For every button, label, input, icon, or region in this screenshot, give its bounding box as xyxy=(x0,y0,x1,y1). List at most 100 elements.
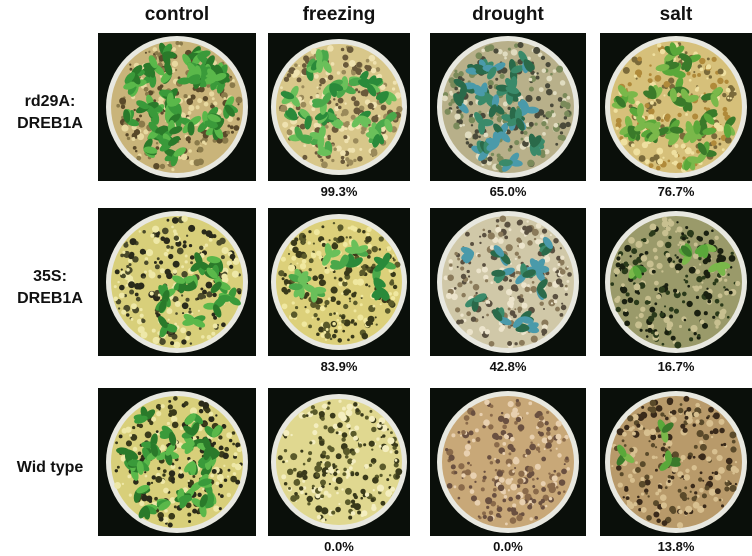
soil-grain xyxy=(561,303,563,305)
soil-grain xyxy=(333,312,336,315)
soil-grain xyxy=(181,271,187,277)
soil-grain xyxy=(336,431,339,434)
soil-grain xyxy=(298,65,300,67)
soil-grain xyxy=(495,469,498,472)
soil-grain xyxy=(137,424,140,427)
soil-grain xyxy=(635,461,638,464)
row-label: DREB1A xyxy=(17,290,83,307)
soil-grain xyxy=(545,83,550,88)
soil-grain xyxy=(386,246,391,251)
soil-grain xyxy=(529,444,536,451)
soil-grain xyxy=(379,236,384,241)
soil-grain xyxy=(325,125,328,128)
soil-grain xyxy=(645,159,650,164)
soil-grain xyxy=(156,411,161,416)
soil-grain xyxy=(211,332,215,336)
soil-grain xyxy=(533,47,540,54)
soil-grain xyxy=(681,460,683,462)
soil-grain xyxy=(138,121,145,128)
soil-grain xyxy=(699,488,704,493)
soil-grain xyxy=(227,493,231,497)
soil-grain xyxy=(509,279,512,282)
soil-grain xyxy=(154,261,157,264)
soil-grain xyxy=(122,251,125,254)
soil-grain xyxy=(300,450,303,453)
soil-grain xyxy=(632,432,636,436)
soil-grain xyxy=(635,321,642,328)
soil-grain xyxy=(674,254,676,256)
soil-grain xyxy=(209,234,214,239)
soil-grain xyxy=(498,231,503,236)
soil-grain xyxy=(542,437,548,443)
soil-grain xyxy=(539,415,544,420)
soil-grain xyxy=(115,269,120,274)
soil-grain xyxy=(337,470,340,473)
soil-grain xyxy=(235,463,242,470)
soil-grain xyxy=(209,91,214,96)
soil-grain xyxy=(705,486,710,491)
soil-grain xyxy=(689,79,692,82)
soil-grain xyxy=(361,514,364,517)
soil-grain xyxy=(159,517,164,522)
soil-grain xyxy=(186,235,188,237)
soil-grain xyxy=(336,312,339,315)
soil-grain xyxy=(507,341,512,346)
soil-grain xyxy=(121,274,126,279)
soil-grain xyxy=(330,413,336,419)
soil-grain xyxy=(655,75,662,82)
soil-grain xyxy=(185,298,189,302)
soil-grain xyxy=(689,267,696,274)
soil-grain xyxy=(189,244,192,247)
soil-grain xyxy=(486,506,489,509)
soil-grain xyxy=(668,446,670,448)
soil-grain xyxy=(487,516,493,522)
soil-grain xyxy=(662,157,664,159)
soil-grain xyxy=(316,332,320,336)
soil-grain xyxy=(546,442,552,448)
soil-grain xyxy=(359,270,365,276)
soil-grain xyxy=(186,98,193,105)
soil-grain xyxy=(489,510,493,514)
soil-grain xyxy=(313,243,315,245)
soil-grain xyxy=(715,488,721,494)
soil-grain xyxy=(526,412,529,415)
soil-grain xyxy=(344,139,348,143)
soil-grain xyxy=(718,293,723,298)
soil-grain xyxy=(230,125,234,129)
soil-grain xyxy=(121,269,123,271)
soil-grain xyxy=(302,321,308,327)
soil-grain xyxy=(460,313,463,316)
soil-grain xyxy=(172,463,174,465)
soil-grain xyxy=(126,268,130,272)
soil-grain xyxy=(668,261,670,263)
soil-grain xyxy=(512,407,518,413)
soil-grain xyxy=(347,339,350,342)
soil-grain xyxy=(685,113,688,116)
soil-grain xyxy=(507,463,510,466)
soil-grain xyxy=(533,489,539,495)
soil-grain xyxy=(353,402,357,406)
soil-grain xyxy=(694,332,697,335)
soil-grain xyxy=(516,515,523,522)
soil-grain xyxy=(654,281,659,286)
soil-grain xyxy=(702,480,704,482)
soil-grain xyxy=(354,100,360,106)
soil-grain xyxy=(361,266,363,268)
soil-grain xyxy=(628,82,632,86)
soil-grain xyxy=(694,412,699,417)
soil-grain xyxy=(655,456,658,459)
soil-grain xyxy=(278,270,284,276)
row-label: DREB1A xyxy=(17,115,83,132)
soil-grain xyxy=(332,334,337,339)
soil-grain xyxy=(522,303,525,306)
soil-grain xyxy=(340,415,346,421)
soil-grain xyxy=(653,511,659,517)
soil-grain xyxy=(500,74,505,79)
soil-grain xyxy=(708,476,713,481)
soil-grain xyxy=(338,322,341,325)
soil-grain xyxy=(221,273,227,279)
soil-grain xyxy=(353,436,358,441)
soil-grain xyxy=(555,434,561,440)
soil-grain xyxy=(611,465,613,467)
soil-grain xyxy=(369,416,375,422)
